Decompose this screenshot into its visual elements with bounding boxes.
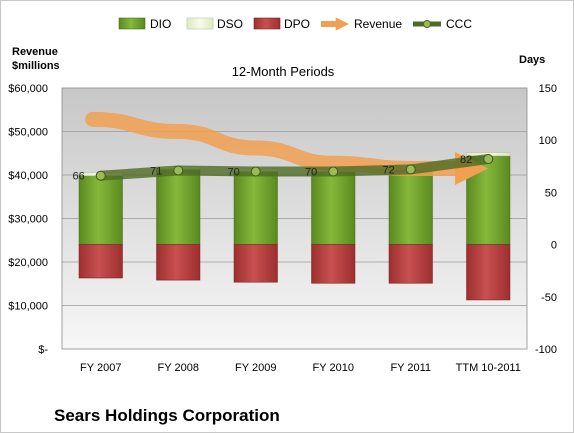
chart-title: 12-Month Periods — [232, 64, 335, 79]
left-axis-tick-label: $- — [38, 344, 48, 356]
bar-dpo — [388, 244, 433, 284]
bar-dio — [78, 175, 123, 245]
left-axis-tick-label: $20,000 — [8, 257, 48, 269]
ccc-layer: 66 71 70 70 72 82 — [73, 153, 494, 183]
ccc-data-label: 71 — [150, 165, 162, 177]
bar-dpo — [78, 244, 123, 279]
company-name: Sears Holdings Corporation — [54, 406, 280, 425]
right-axis-tick-label: -50 — [541, 292, 557, 304]
chart-legend: DIO DSO DPO Revenue CCC — [118, 17, 472, 31]
ccc-point — [95, 170, 106, 181]
category-label: FY 2007 — [80, 362, 121, 374]
category-axis-labels: FY 2007 FY 2008 FY 2009 FY 2010 FY 2011 TTM 1… — [80, 362, 521, 374]
legend-label-revenue: Revenue — [354, 17, 402, 31]
left-axis-title-line2: $millions — [12, 60, 60, 72]
legend-swatch-ccc-marker — [423, 20, 431, 28]
legend-label-dio: DIO — [150, 17, 171, 31]
bar-dpo — [466, 244, 511, 301]
bars-layer — [78, 152, 511, 301]
bar-dio — [388, 169, 433, 245]
ccc-data-label: 70 — [228, 167, 240, 179]
legend-swatch-dpo — [253, 17, 281, 30]
right-axis-tick-label: -100 — [535, 344, 557, 356]
legend-swatch-dio — [118, 17, 146, 30]
bar-dpo — [233, 244, 278, 283]
legend-item-dpo: DPO — [253, 17, 310, 31]
ccc-point — [173, 165, 184, 176]
legend-label-ccc: CCC — [446, 17, 472, 31]
ccc-data-label: 66 — [73, 171, 85, 183]
category-label: FY 2008 — [158, 362, 199, 374]
legend-item-ccc: CCC — [413, 17, 472, 31]
category-label: FY 2009 — [235, 362, 276, 374]
bar-dio — [156, 169, 201, 245]
left-axis-tick-label: $50,000 — [8, 127, 48, 139]
bar-dio — [311, 171, 356, 245]
ccc-point — [405, 164, 416, 175]
ccc-data-label: 72 — [383, 164, 395, 176]
legend-item-revenue: Revenue — [321, 17, 402, 31]
bar-dpo — [311, 244, 356, 284]
legend-label-dso: DSO — [217, 17, 243, 31]
right-axis-tick-label: 0 — [551, 240, 557, 252]
left-axis-tick-label: $10,000 — [8, 301, 48, 313]
ccc-data-label: 82 — [460, 154, 472, 166]
ccc-point — [483, 153, 494, 164]
category-label: FY 2010 — [313, 362, 354, 374]
left-axis-tick-label: $60,000 — [8, 83, 48, 95]
legend-swatch-dso — [186, 17, 214, 30]
right-axis-title: Days — [519, 54, 545, 66]
left-axis-title-line1: Revenue — [12, 46, 58, 58]
legend-item-dso: DSO — [186, 17, 243, 31]
ccc-data-label: 70 — [305, 167, 317, 179]
bar-dio — [233, 171, 278, 245]
legend-item-dio: DIO — [118, 17, 171, 31]
category-label: TTM 10-2011 — [456, 362, 521, 374]
right-axis-tick-label: 150 — [539, 83, 557, 95]
right-axis-tick-label: 50 — [545, 187, 557, 199]
right-axis-tick-label: 100 — [539, 135, 557, 147]
right-axis-ticks: -100 -50 0 50 100 150 — [535, 83, 557, 356]
bar-dpo — [156, 244, 201, 281]
ccc-point — [250, 166, 261, 177]
legend-label-dpo: DPO — [284, 17, 310, 31]
left-axis-tick-label: $30,000 — [8, 214, 48, 226]
ccc-point — [328, 166, 339, 177]
ccc-line — [95, 153, 494, 181]
left-axis-ticks: $- $10,000 $20,000 $30,000 $40,000 $50,000 $60… — [8, 83, 48, 356]
left-axis-tick-label: $40,000 — [8, 170, 48, 182]
category-label: FY 2011 — [390, 362, 431, 374]
